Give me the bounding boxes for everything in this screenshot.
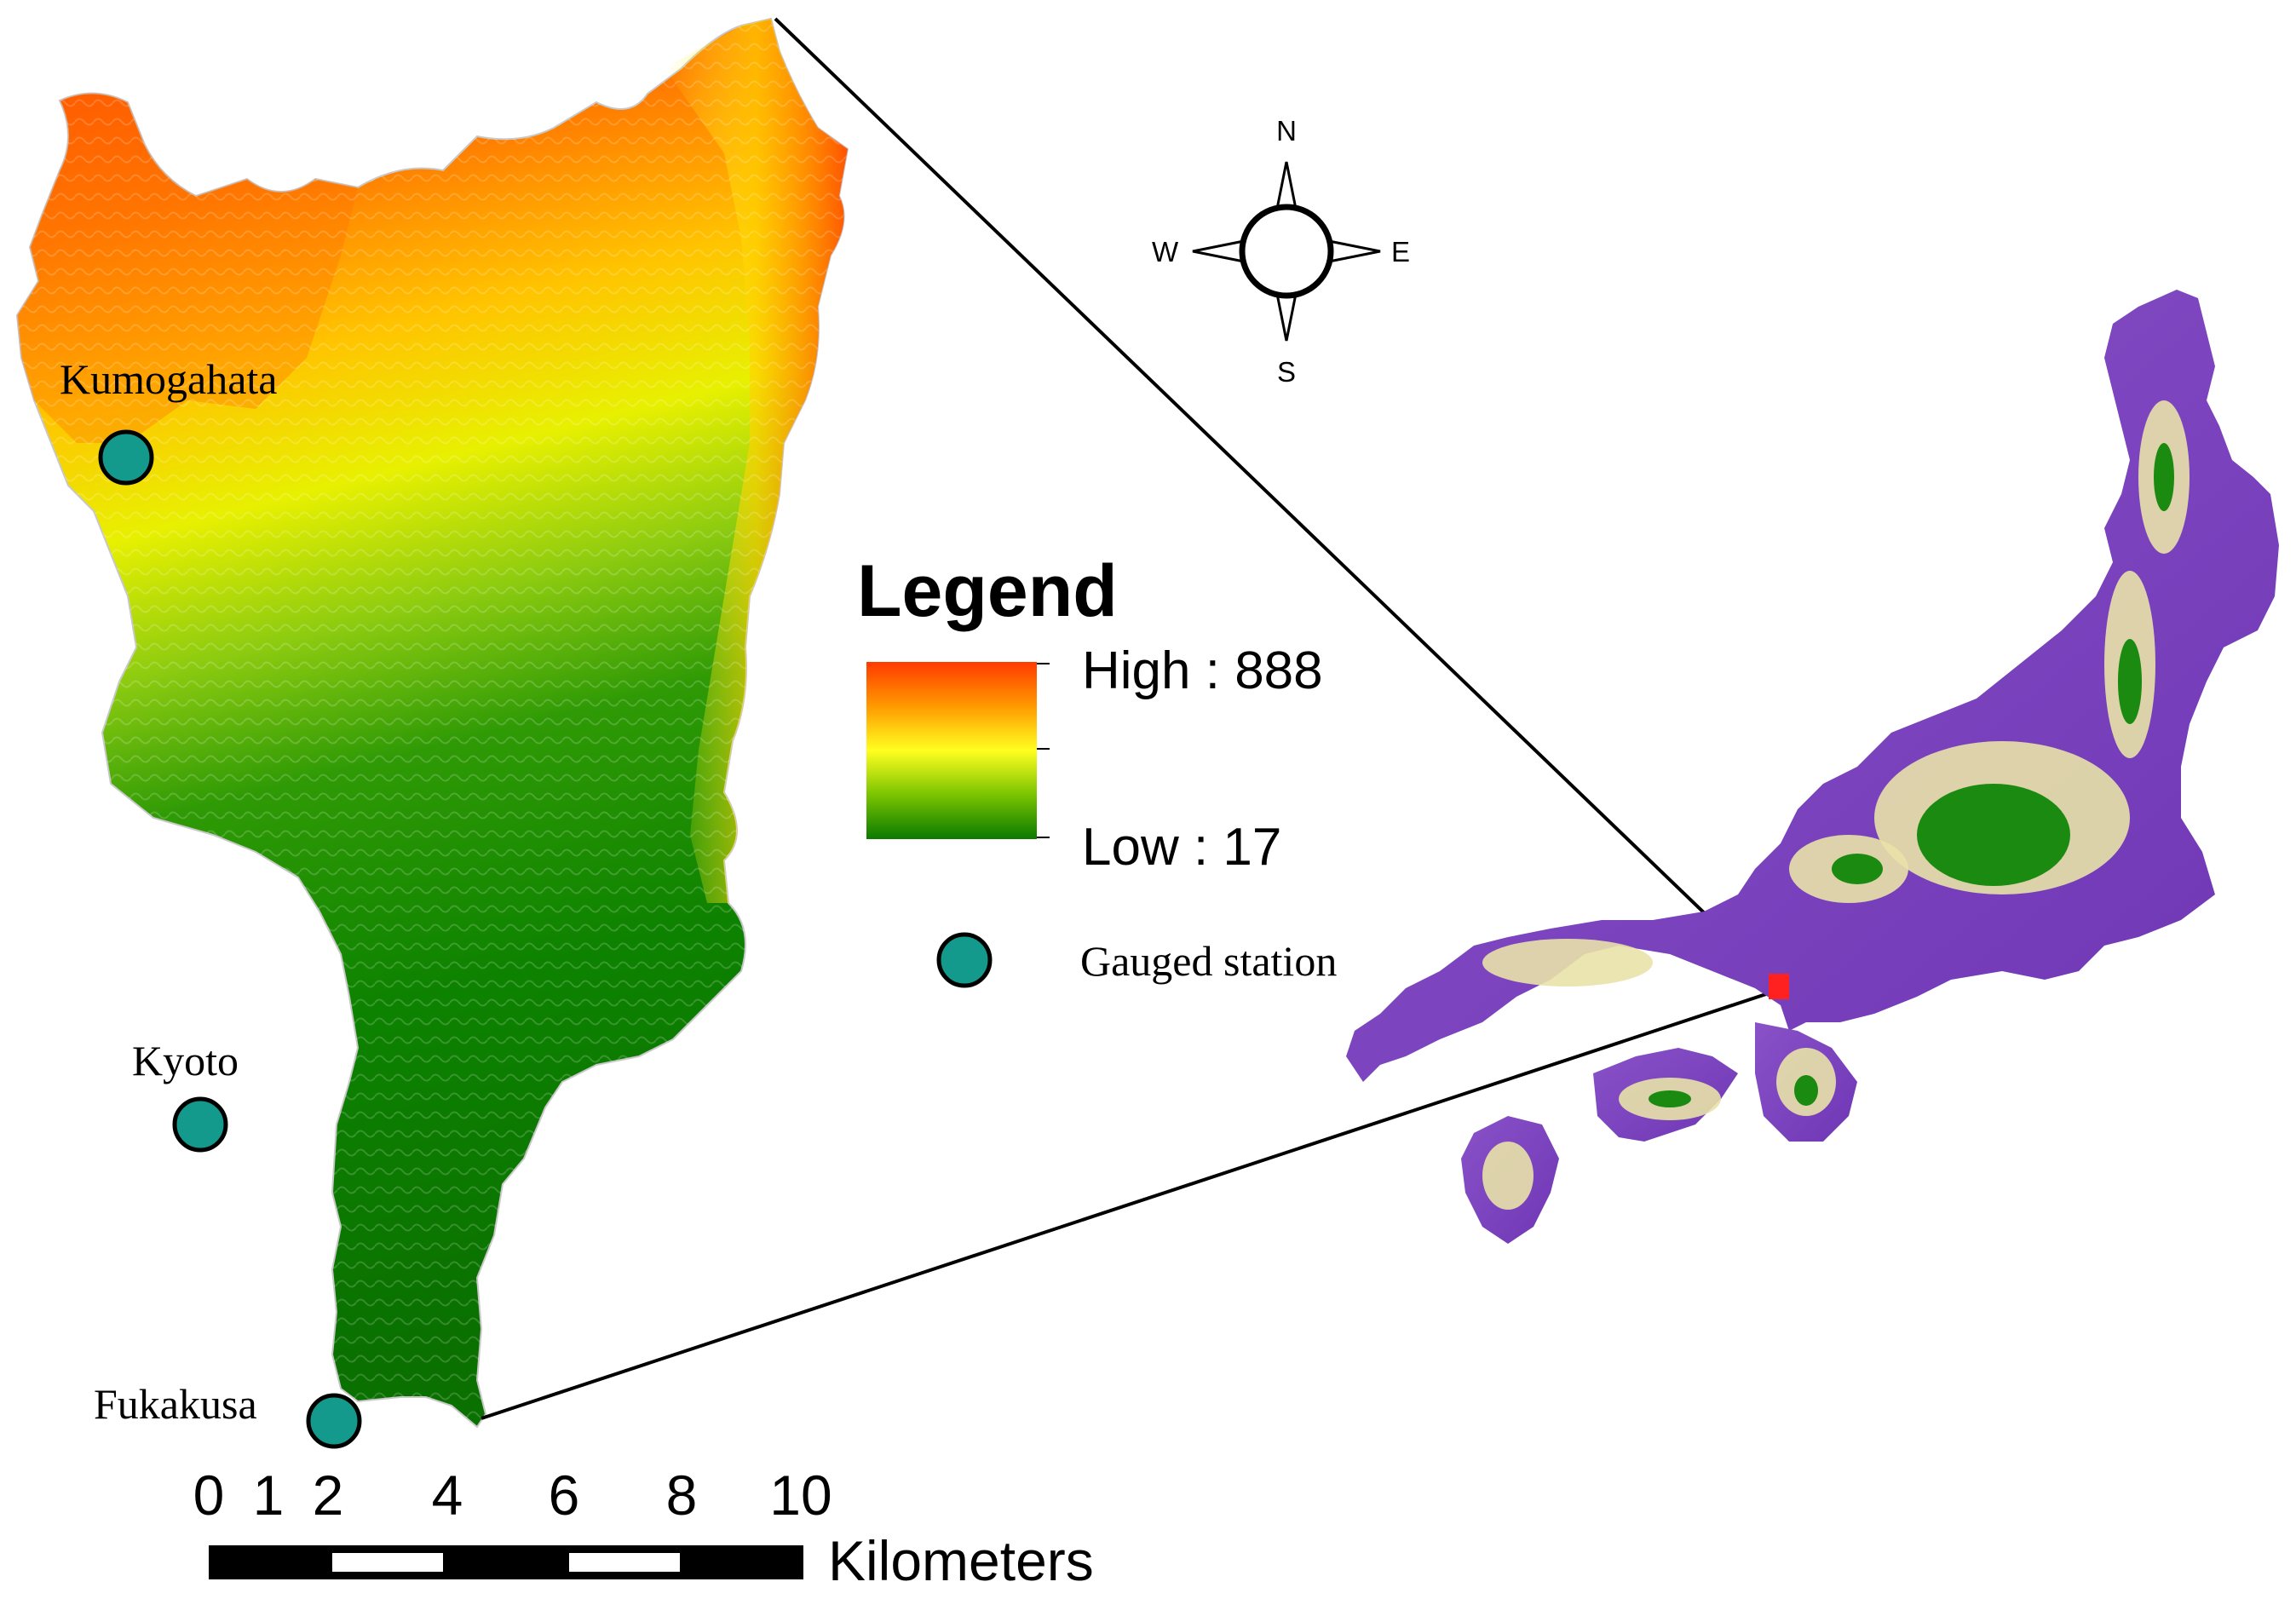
japan-mountains	[1649, 443, 2174, 1107]
compass-ring	[1239, 204, 1334, 299]
basin-texture	[17, 19, 848, 1427]
compass-w-label: W	[1152, 236, 1179, 267]
scale-tick-label: 6	[549, 1464, 580, 1527]
station-kyoto: Kyoto	[132, 1037, 239, 1153]
compass-n-label: N	[1276, 115, 1297, 147]
legend-station-label: Gauged station	[1080, 937, 1337, 985]
station-fukakusa: Fukakusa	[94, 1380, 362, 1449]
legend-title: Legend	[857, 550, 1118, 632]
legend-low-label: Low : 17	[1082, 818, 1281, 877]
legend-station-symbol	[936, 932, 993, 988]
station-label: Kyoto	[132, 1037, 239, 1084]
scale-tick-label: 1	[253, 1464, 285, 1527]
station-marker	[306, 1393, 362, 1449]
station-marker	[98, 429, 154, 486]
station-label: Kumogahata	[60, 355, 277, 403]
legend-high-label: High : 888	[1082, 641, 1323, 700]
study-area-marker	[1769, 974, 1789, 999]
japan-inset-map	[1346, 290, 2279, 1244]
scale-tick-label: 10	[769, 1464, 832, 1527]
station-marker	[172, 1096, 228, 1153]
leader-line-bottom	[480, 988, 1780, 1420]
compass-east-point	[1327, 239, 1381, 263]
station-label: Fukakusa	[94, 1380, 257, 1428]
basin-elevation-map	[15, 17, 849, 1429]
compass-west-point	[1192, 239, 1246, 263]
scale-tick-label: 8	[666, 1464, 698, 1527]
north-arrow-compass: N S E W	[1152, 115, 1410, 388]
scale-unit-label: Kilometers	[828, 1529, 1094, 1592]
scale-bar-segment-light	[569, 1553, 680, 1572]
scale-bar: 0 1 2 4 6 8 10 Kilometers	[193, 1464, 1094, 1592]
compass-s-label: S	[1277, 356, 1296, 388]
legend: Legend High : 888 Low : 17 Gauged statio…	[857, 550, 1337, 988]
scale-bar-segment-light	[332, 1553, 443, 1572]
compass-e-label: E	[1391, 236, 1410, 267]
leader-line-top	[774, 17, 1781, 986]
scale-tick-label: 2	[313, 1464, 344, 1527]
legend-color-ramp	[866, 662, 1037, 839]
scale-bar-frame	[209, 1545, 803, 1579]
scale-tick-label: 4	[432, 1464, 463, 1527]
scale-tick-label: 0	[193, 1464, 225, 1527]
station-kumogahata: Kumogahata	[60, 355, 277, 486]
